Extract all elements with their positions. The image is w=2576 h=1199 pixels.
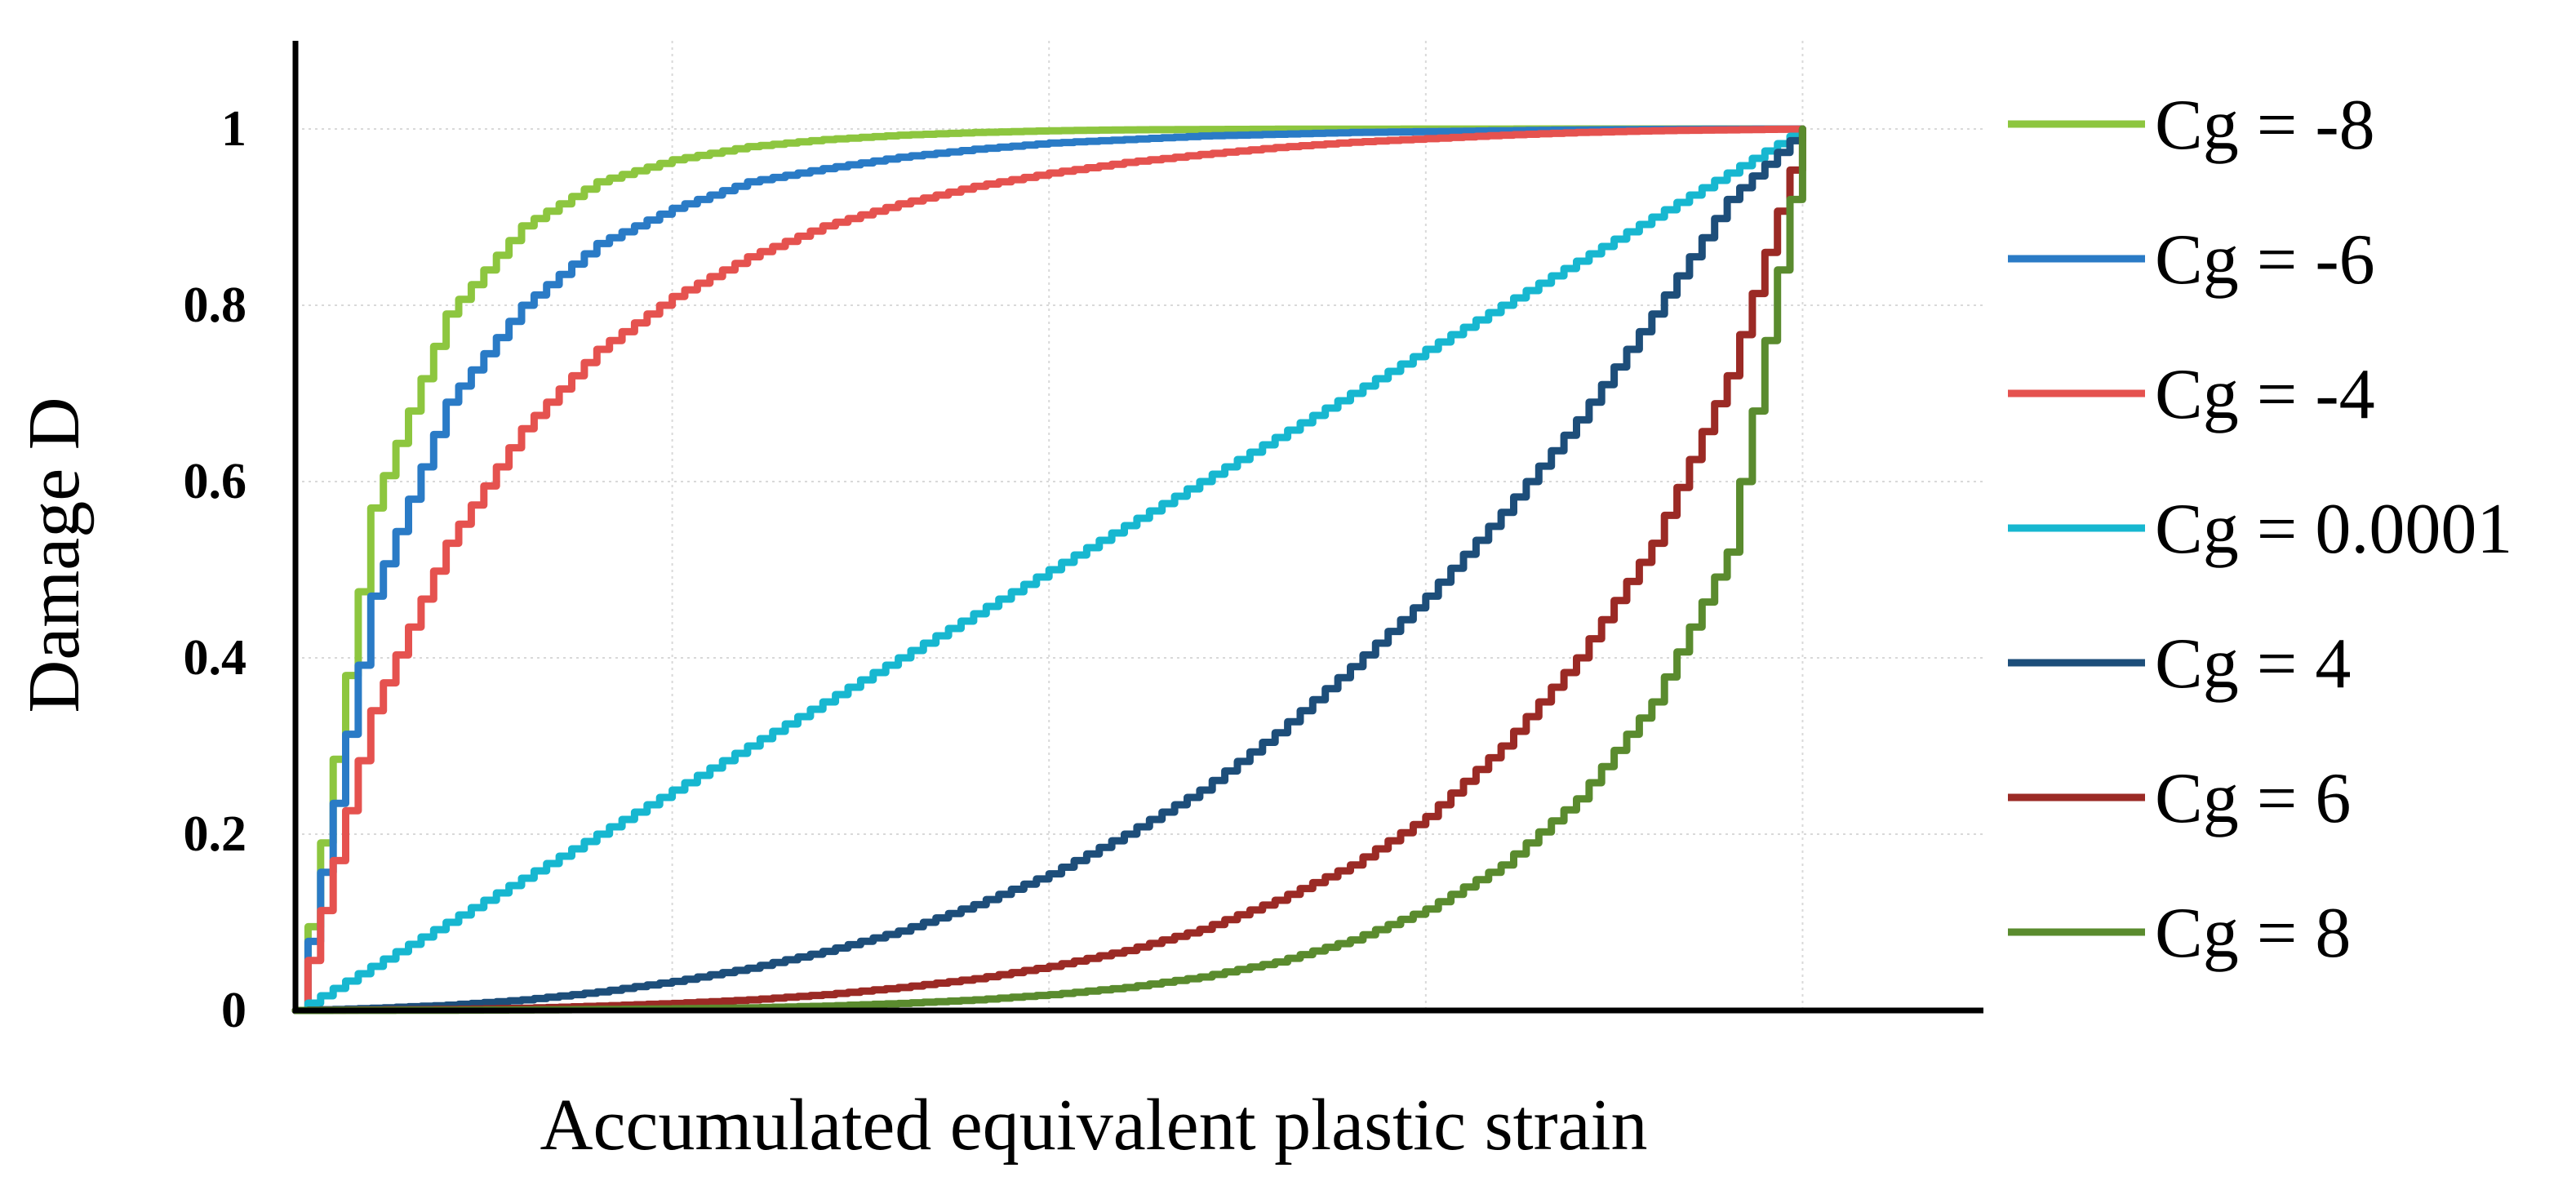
y-tick-label: 0.8 [184, 278, 247, 333]
legend-label-1: Cg = -6 [2155, 220, 2375, 300]
legend-label-3: Cg = 0.0001 [2155, 490, 2512, 569]
legend-label-6: Cg = 8 [2155, 894, 2351, 973]
axes [292, 41, 1983, 1014]
series-lines [291, 125, 1806, 1015]
x-axis-label: Accumulated equivalent plastic strain [540, 1085, 1647, 1166]
y-tick-labels: 0 0.2 0.4 0.6 0.8 1 [184, 101, 247, 1038]
series-line-2 [291, 125, 1806, 1015]
legend-label-2: Cg = -4 [2155, 355, 2375, 434]
series-line-3 [291, 125, 1806, 1015]
y-tick-label: 0 [221, 983, 246, 1038]
y-tick-label: 0.4 [184, 630, 247, 686]
legend-label-4: Cg = 4 [2155, 624, 2351, 704]
series-line-4 [291, 125, 1806, 1015]
y-tick-label: 1 [221, 101, 246, 157]
legend-label-0: Cg = -8 [2155, 86, 2375, 165]
legend: Cg = -8 Cg = -6 Cg = -4 Cg = 0.0001 Cg = 4 Cg… [2008, 86, 2512, 973]
series-line-1 [291, 125, 1806, 1015]
y-tick-label: 0.2 [184, 806, 247, 862]
y-tick-label: 0.6 [184, 454, 247, 509]
y-axis-label: Damage D [14, 397, 95, 713]
legend-label-5: Cg = 6 [2155, 759, 2351, 838]
